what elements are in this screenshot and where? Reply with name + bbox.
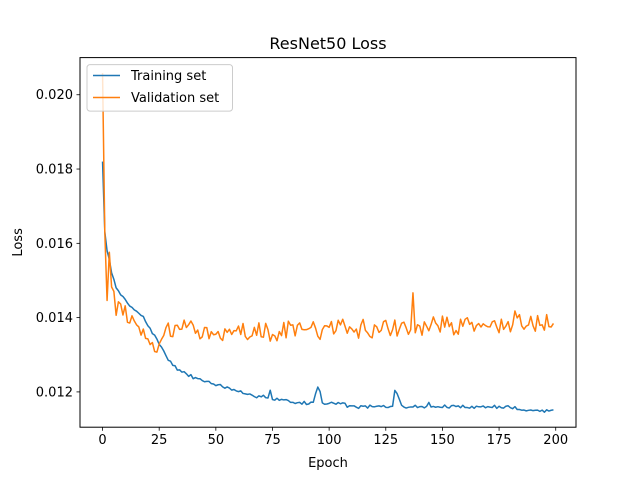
x-tick-label: 125 xyxy=(373,433,398,448)
y-tick-label: 0.018 xyxy=(36,163,73,178)
plot-frame xyxy=(79,57,577,428)
y-tick-label: 0.016 xyxy=(36,237,73,252)
y-tick-label: 0.014 xyxy=(36,311,73,326)
legend-label-validation: Validation set xyxy=(131,91,219,106)
y-tick-label: 0.012 xyxy=(36,385,73,400)
x-tick-label: 175 xyxy=(487,433,512,448)
x-tick-label: 75 xyxy=(264,433,281,448)
x-tick-label: 50 xyxy=(208,433,225,448)
y-tick-label: 0.020 xyxy=(36,88,73,103)
legend: Training set Validation set xyxy=(86,64,233,112)
legend-box xyxy=(86,64,233,112)
x-tick-label: 200 xyxy=(543,433,568,448)
ticks-layer: 0 25 50 75 100 125 150 175 200 0.012 0.014 0.016 0.0… xyxy=(36,88,568,448)
x-tick-label: 150 xyxy=(430,433,455,448)
x-tick-label: 25 xyxy=(151,433,168,448)
series-line-validation-set xyxy=(101,73,555,353)
x-tick-label: 100 xyxy=(317,433,342,448)
y-axis-label: Loss xyxy=(11,228,26,257)
legend-label-training: Training set xyxy=(130,69,206,84)
x-axis-label: Epoch xyxy=(308,456,348,471)
series-line-training-set xyxy=(101,161,554,413)
series-layer xyxy=(101,73,555,413)
x-tick-label: 0 xyxy=(98,433,106,448)
chart-title: ResNet50 Loss xyxy=(269,34,386,53)
